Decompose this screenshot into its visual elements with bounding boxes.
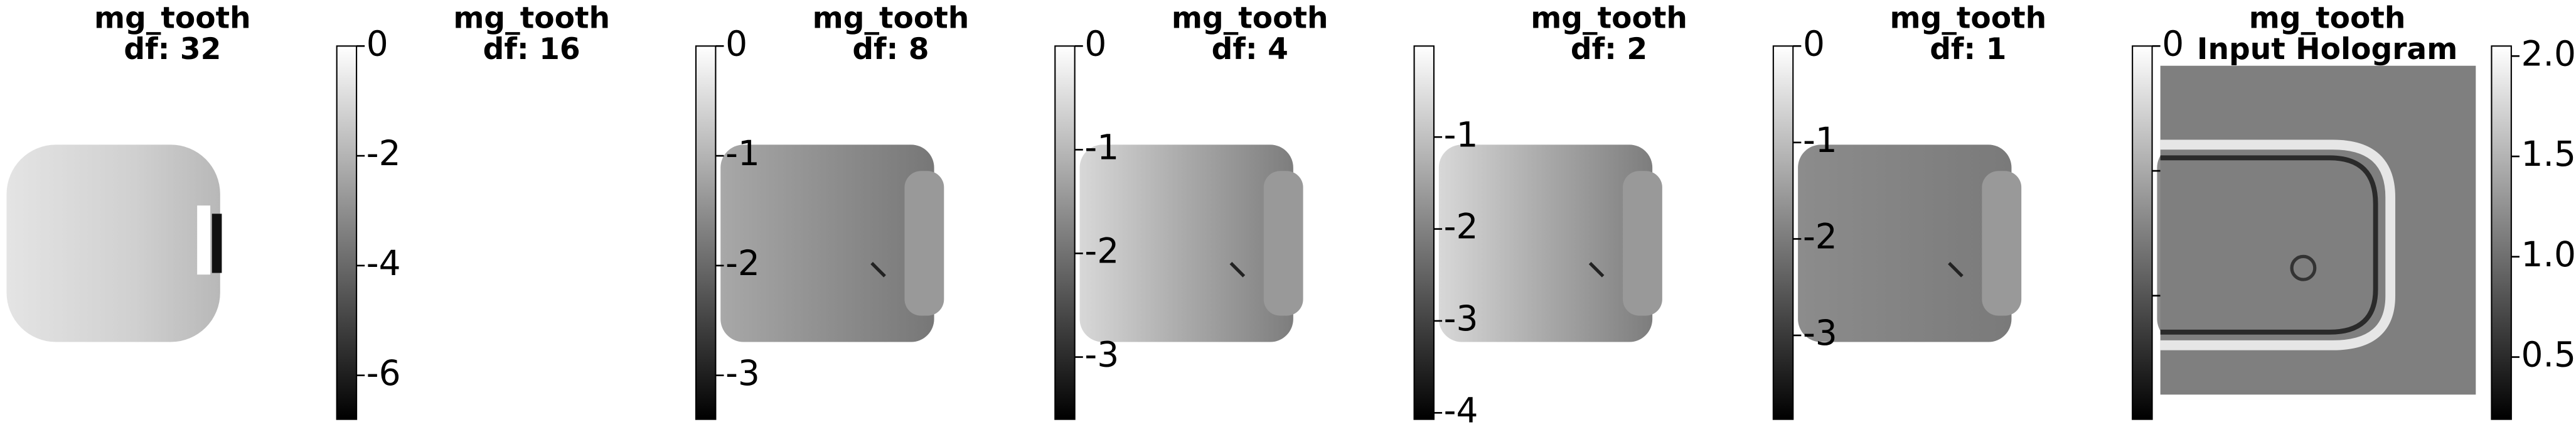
colorbar xyxy=(1413,45,1435,420)
colorbar xyxy=(2491,45,2512,420)
panel-subtitle: Input Hologram xyxy=(2197,32,2457,67)
colorbar-tick-label: 1.0 xyxy=(2521,234,2576,274)
colorbar-tick-label: -1 xyxy=(1803,120,1837,160)
image xyxy=(2160,65,2476,395)
crack xyxy=(1229,262,1246,278)
panel-title: mg_tooth xyxy=(1890,1,2047,35)
colorbar-tick-label: -3 xyxy=(1444,298,1478,339)
tooth xyxy=(720,144,934,342)
tooth xyxy=(1798,144,2012,342)
image xyxy=(1438,144,1662,342)
colorbar xyxy=(1054,45,1076,420)
colorbar-tick-label: -4 xyxy=(366,243,401,283)
hologram-ring xyxy=(2290,254,2317,281)
colorbar-tick-label: 0 xyxy=(2162,23,2184,63)
colorbar-tick-label: 2.0 xyxy=(2521,33,2576,73)
colorbar-tick-label: -1 xyxy=(1084,127,1119,168)
colorbar-tick-label: -1 xyxy=(1444,114,1478,154)
panel-title: mg_tooth xyxy=(94,1,251,35)
panel-subtitle: df: 2 xyxy=(1571,32,1647,67)
colorbar-tick-label: 0.5 xyxy=(2521,335,2576,375)
panel-title: mg_tooth xyxy=(1172,1,1328,35)
colorbar-tick-label: 0 xyxy=(366,23,388,63)
colorbar-tick-label: 0 xyxy=(1803,23,1825,63)
panel-subtitle: df: 4 xyxy=(1212,32,1288,67)
tooth-tip xyxy=(904,171,944,316)
colorbar-tick-label: 0 xyxy=(725,23,747,63)
hologram xyxy=(2160,65,2476,395)
panel-subtitle: df: 8 xyxy=(852,32,929,67)
panel-title: mg_tooth xyxy=(813,1,970,35)
image xyxy=(1079,144,1303,342)
tooth xyxy=(6,144,220,342)
panel-title: mg_tooth xyxy=(453,1,610,35)
colorbar-tick-label: -2 xyxy=(1803,217,1837,257)
panel-subtitle: df: 32 xyxy=(124,32,221,67)
panel-title: mg_tooth xyxy=(1531,1,1687,35)
tooth-tip xyxy=(1263,171,1303,316)
tooth-tip xyxy=(1623,171,1662,316)
panel-subtitle: df: 16 xyxy=(483,32,580,67)
image xyxy=(6,144,222,342)
colorbar xyxy=(695,45,717,420)
colorbar-tick-label: -4 xyxy=(1444,390,1478,430)
colorbar-tick-label: -3 xyxy=(1084,335,1119,375)
colorbar-tick-label: -1 xyxy=(725,133,760,173)
edge-dark xyxy=(211,214,222,273)
colorbar-tick-label: 1.5 xyxy=(2521,134,2576,174)
colorbar xyxy=(1772,45,1794,420)
edge-bright xyxy=(197,205,211,275)
image xyxy=(720,144,944,342)
image xyxy=(1798,144,2022,342)
colorbar-tick-label: -3 xyxy=(1803,313,1837,353)
crack xyxy=(1588,262,1605,278)
crack xyxy=(1948,262,1964,278)
tooth xyxy=(1438,144,1653,342)
colorbar xyxy=(336,45,358,420)
crack xyxy=(870,262,886,278)
colorbar-tick-label: -2 xyxy=(1444,207,1478,247)
hologram-edge xyxy=(2160,139,2396,350)
hologram-edge-dark xyxy=(2160,155,2378,335)
panel-subtitle: df: 1 xyxy=(1930,32,2006,67)
colorbar-tick-label: -6 xyxy=(366,353,401,393)
colorbar-tick-label: -3 xyxy=(725,353,760,393)
colorbar-tick-label: -2 xyxy=(725,243,760,283)
colorbar-tick-label: 0 xyxy=(1084,23,1106,63)
panel-title: mg_tooth xyxy=(2249,1,2406,35)
colorbar-tick-label: -2 xyxy=(1084,231,1119,271)
tooth-tip xyxy=(1982,171,2022,316)
colorbar xyxy=(2132,45,2153,420)
tooth xyxy=(1079,144,1293,342)
colorbar-tick-label: -2 xyxy=(366,133,401,173)
